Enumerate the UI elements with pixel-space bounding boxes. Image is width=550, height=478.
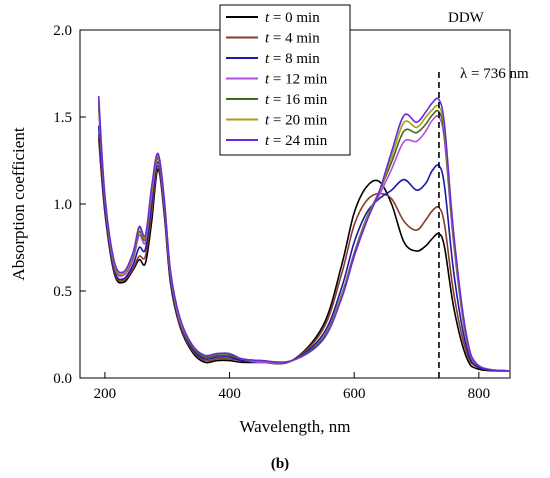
x-axis-label: Wavelength, nm — [240, 417, 351, 436]
legend-label-6: t = 24 min — [265, 133, 328, 149]
panel-label: (b) — [271, 456, 289, 472]
legend: t = 0 min t = 4 min t = 8 min t = 12 min t =… — [219, 4, 351, 156]
legend-label-5: t = 20 min — [265, 113, 328, 129]
legend-label-3: t = 12 min — [265, 72, 328, 88]
legend-label-1: t = 4 min — [265, 31, 320, 47]
corner-annotation: DDW — [448, 10, 485, 26]
y-tick-label-1: 0.5 — [53, 284, 72, 300]
x-tick-label-1: 400 — [218, 386, 241, 402]
legend-label-2: t = 8 min — [265, 51, 320, 67]
y-tick-label-0: 0.0 — [53, 371, 72, 387]
x-tick-label-3: 800 — [468, 386, 491, 402]
y-tick-label-2: 1.0 — [53, 197, 72, 213]
series-line-6 — [97, 96, 511, 372]
legend-box — [219, 4, 351, 156]
x-tick-label-0: 200 — [94, 386, 117, 402]
series-layer — [97, 96, 511, 372]
ticks-layer: 200 400 600 800 0.0 0.5 1.0 1.5 2.0 — [53, 23, 490, 402]
y-axis-label: Absorption coefficient — [9, 127, 28, 280]
legend-label-0: t = 0 min — [265, 10, 320, 26]
x-tick-label-2: 600 — [343, 386, 366, 402]
y-tick-label-4: 2.0 — [53, 23, 72, 39]
legend-label-4: t = 16 min — [265, 92, 328, 108]
y-tick-label-3: 1.5 — [53, 110, 72, 126]
series-line-3 — [97, 108, 511, 372]
wavelength-annotation: λ = 736 nm — [460, 66, 529, 82]
